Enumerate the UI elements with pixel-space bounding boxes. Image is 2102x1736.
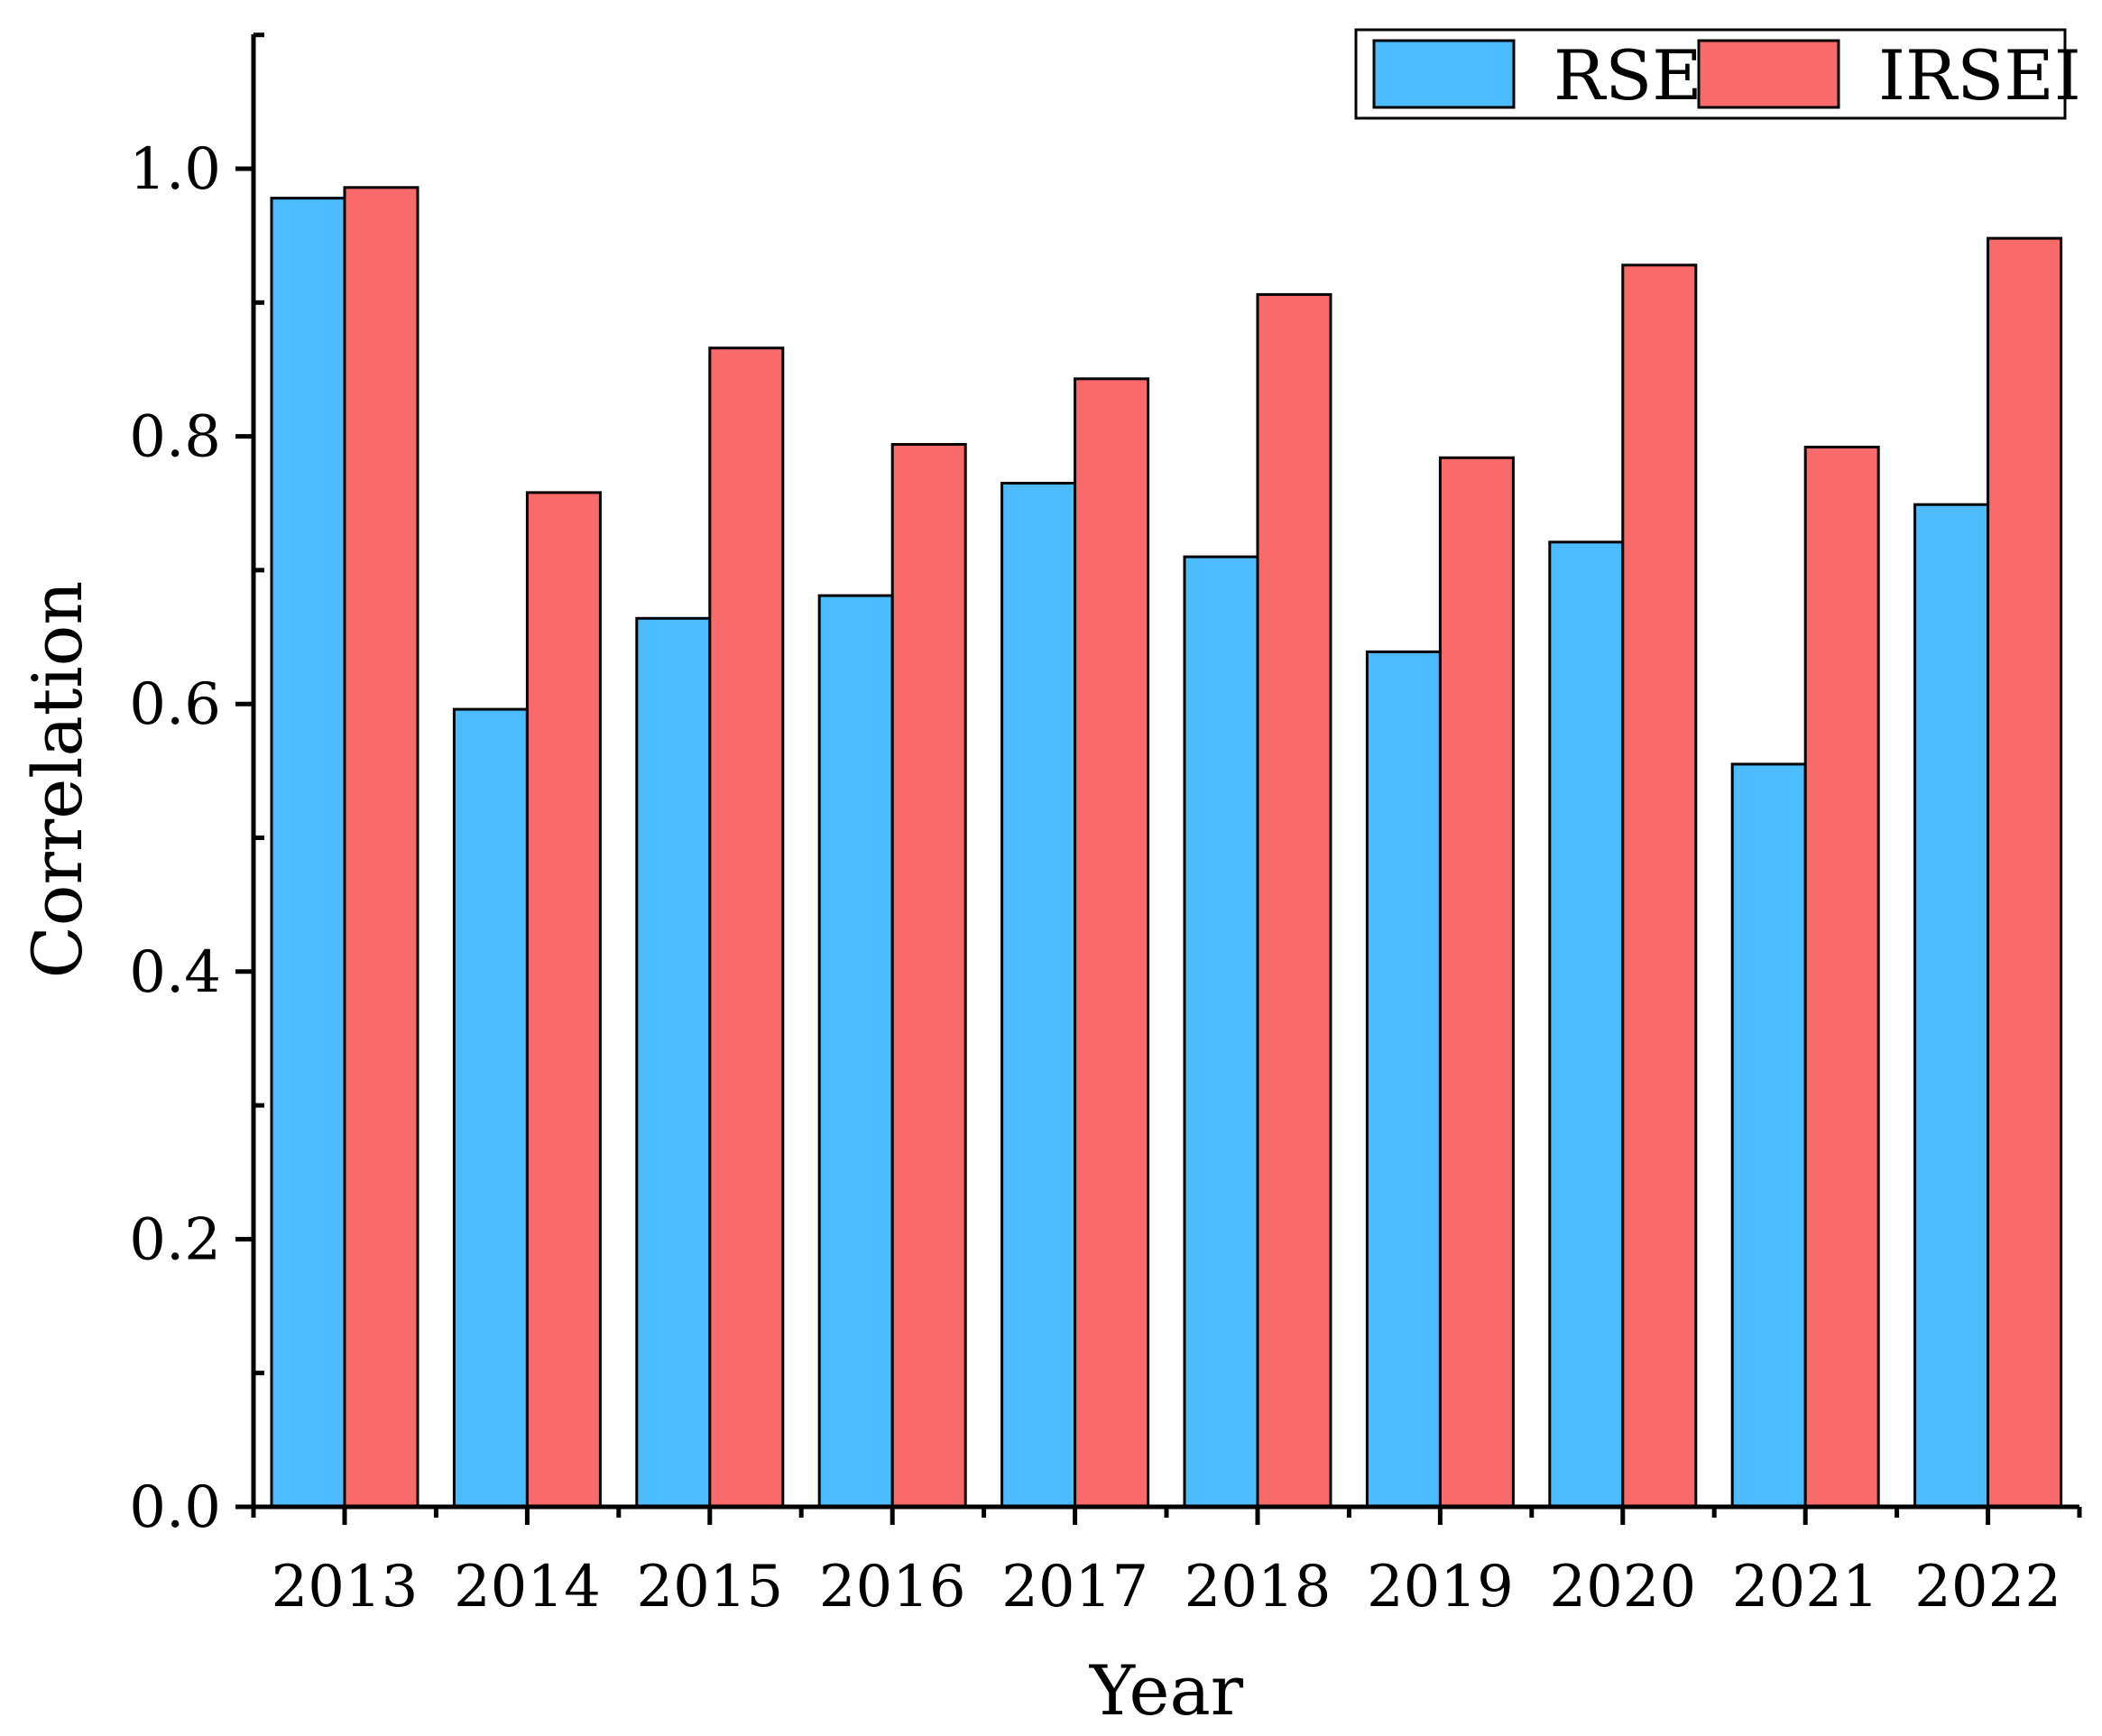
bar-irsei-2020	[1621, 263, 1698, 1509]
bar-rsei-2021	[1730, 762, 1807, 1509]
bar-irsei-2018	[1256, 292, 1332, 1509]
legend: RSEI IRSEI	[1354, 28, 2081, 120]
axes-group: 0.0 0.2 0.4 0.6 0.8 1.0 2013 2014 2015 2016 2017 20…	[129, 32, 2082, 1621]
bar-rsei-2020	[1548, 540, 1625, 1509]
bar-irsei-2019	[1438, 456, 1515, 1509]
bar-rsei-2015	[635, 616, 712, 1509]
bar-rsei-2018	[1183, 555, 1259, 1509]
bar-rsei-2019	[1365, 650, 1442, 1509]
y-tick-label: 0.0	[129, 1474, 221, 1541]
y-tick-label: 0.4	[129, 939, 221, 1006]
y-tick-label: 0.2	[129, 1206, 221, 1273]
x-tick-label-2015: 2015	[636, 1554, 783, 1621]
bar-irsei-2017	[1074, 377, 1150, 1509]
legend-label-irsei: IRSEI	[1878, 35, 2081, 115]
x-tick-label-2019: 2019	[1367, 1554, 1514, 1621]
x-tick-label-2022: 2022	[1914, 1554, 2061, 1621]
y-tick-label: 0.6	[129, 671, 221, 738]
x-tick-label-2016: 2016	[819, 1554, 966, 1621]
legend-swatch-irsei	[1697, 39, 1840, 109]
bar-rsei-2014	[452, 707, 529, 1509]
bar-rsei-2016	[817, 594, 894, 1509]
x-tick-label-2017: 2017	[1001, 1554, 1148, 1621]
y-axis-title: Correlation	[17, 581, 97, 979]
legend-swatch-rsei	[1372, 39, 1516, 109]
x-tick-label-2020: 2020	[1549, 1554, 1696, 1621]
bar-rsei-2017	[1000, 482, 1077, 1509]
x-tick-label-2013: 2013	[272, 1554, 419, 1621]
x-axis-title: Year	[1089, 1650, 1244, 1731]
y-tick-label: 0.8	[129, 404, 221, 471]
bar-irsei-2015	[708, 346, 785, 1509]
bar-irsei-2021	[1803, 446, 1880, 1509]
bar-irsei-2014	[525, 491, 602, 1509]
x-tick-label-2018: 2018	[1185, 1554, 1332, 1621]
bar-irsei-2022	[1987, 236, 2063, 1509]
bar-irsei-2013	[343, 186, 419, 1509]
bar-irsei-2016	[890, 443, 967, 1509]
bars-group	[270, 186, 2063, 1509]
x-tick-label-2021: 2021	[1732, 1554, 1879, 1621]
bar-rsei-2022	[1913, 503, 1990, 1509]
y-tick-label: 1.0	[129, 136, 221, 203]
x-tick-label-2014: 2014	[454, 1554, 601, 1621]
bar-rsei-2013	[270, 197, 346, 1509]
